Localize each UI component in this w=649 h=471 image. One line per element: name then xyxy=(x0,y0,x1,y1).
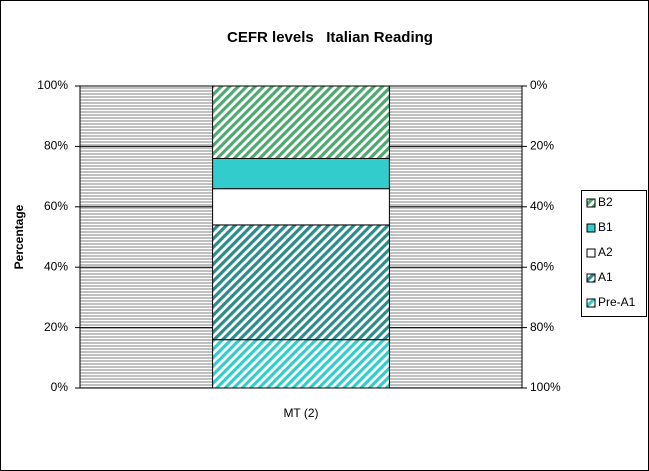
y2-tick-label: 60% xyxy=(530,259,554,273)
y-tick-label: 40% xyxy=(44,259,68,273)
y-tick-label: 100% xyxy=(37,78,68,92)
legend-label: Pre-A1 xyxy=(598,295,636,309)
y-tick-label: 60% xyxy=(44,199,68,213)
bar-segment xyxy=(212,339,390,389)
legend-label: A1 xyxy=(598,270,613,284)
y2-tick-label: 40% xyxy=(530,199,554,213)
legend-swatch xyxy=(586,248,596,258)
legend-swatch xyxy=(586,298,596,308)
legend-label: B1 xyxy=(598,220,613,234)
y2-tick-label: 100% xyxy=(530,380,561,394)
y2-tick-label: 0% xyxy=(530,78,548,92)
legend-swatch xyxy=(586,273,596,283)
y-tick-label: 0% xyxy=(51,380,69,394)
bar-segment xyxy=(212,85,390,159)
legend-swatch xyxy=(586,198,596,208)
bar-segment xyxy=(212,157,390,190)
y-tick-label: 20% xyxy=(44,320,68,334)
legend-swatch xyxy=(586,223,596,233)
chart-title: CEFR levels Italian Reading xyxy=(227,29,433,46)
bar-segment xyxy=(212,224,390,341)
x-tick-label: MT (2) xyxy=(283,406,318,420)
y2-tick-label: 20% xyxy=(530,139,554,153)
y-axis-title: Percentage xyxy=(12,204,26,269)
bar-segment xyxy=(212,188,390,226)
y-tick-label: 80% xyxy=(44,139,68,153)
legend-label: A2 xyxy=(598,245,613,259)
legend-label: B2 xyxy=(598,195,613,209)
y2-tick-label: 80% xyxy=(530,320,554,334)
